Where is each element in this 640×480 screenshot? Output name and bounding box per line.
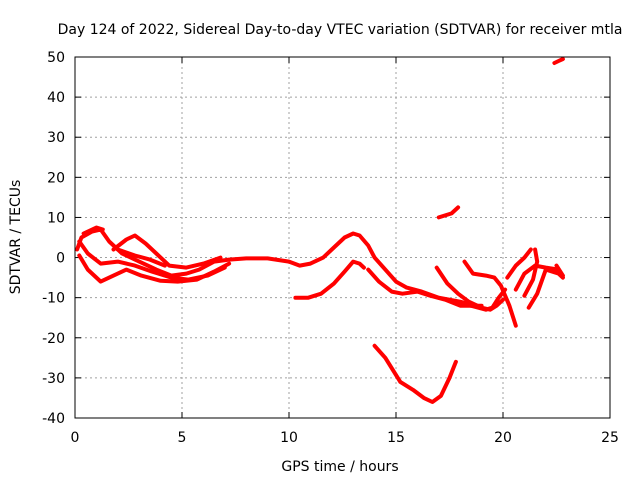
x-tick-label: 0 bbox=[71, 430, 80, 446]
y-tick-label: -10 bbox=[42, 291, 65, 307]
series-track-j bbox=[434, 265, 505, 312]
y-tick-label: 0 bbox=[56, 251, 65, 267]
series-track-m bbox=[505, 247, 533, 280]
series-track-e bbox=[111, 233, 223, 270]
chart-title: Day 124 of 2022, Sidereal Day-to-day VTE… bbox=[58, 22, 623, 38]
series-track-s bbox=[552, 57, 565, 65]
series-track-l bbox=[462, 259, 518, 328]
data-series bbox=[75, 57, 565, 404]
series-track-d bbox=[81, 225, 105, 236]
x-tick-label: 15 bbox=[387, 430, 405, 446]
y-tick-label: 50 bbox=[47, 50, 65, 66]
series-track-r bbox=[436, 205, 461, 220]
y-tick-label: 10 bbox=[47, 210, 65, 226]
series-track-g bbox=[293, 259, 366, 300]
x-tick-label: 20 bbox=[494, 430, 512, 446]
series-track-o bbox=[522, 247, 540, 298]
series-track-f bbox=[115, 247, 167, 268]
series-track-c bbox=[77, 253, 232, 284]
grid-lines bbox=[75, 57, 610, 418]
tick-labels: 0 5 10 15 20 25 -40 -30 -20 -10 0 10 20 30 40 50 bbox=[42, 50, 619, 446]
series-track-p bbox=[526, 267, 565, 310]
y-tick-label: 30 bbox=[47, 130, 65, 146]
series-track-q bbox=[554, 263, 565, 278]
y-axis-label: SDTVAR / TECUs bbox=[8, 180, 24, 295]
plot-frame bbox=[74, 56, 611, 419]
y-tick-label: -20 bbox=[42, 331, 65, 347]
series-track-a bbox=[75, 227, 484, 310]
y-tick-label: -30 bbox=[42, 371, 65, 387]
series-track-i bbox=[372, 343, 458, 404]
x-tick-label: 25 bbox=[601, 430, 619, 446]
y-tick-label: -40 bbox=[42, 411, 65, 427]
x-tick-label: 5 bbox=[178, 430, 187, 446]
x-axis-label: GPS time / hours bbox=[281, 459, 398, 475]
y-tick-label: 40 bbox=[47, 90, 65, 106]
x-tick-label: 10 bbox=[280, 430, 298, 446]
series-track-k bbox=[453, 287, 508, 312]
y-tick-label: 20 bbox=[47, 170, 65, 186]
